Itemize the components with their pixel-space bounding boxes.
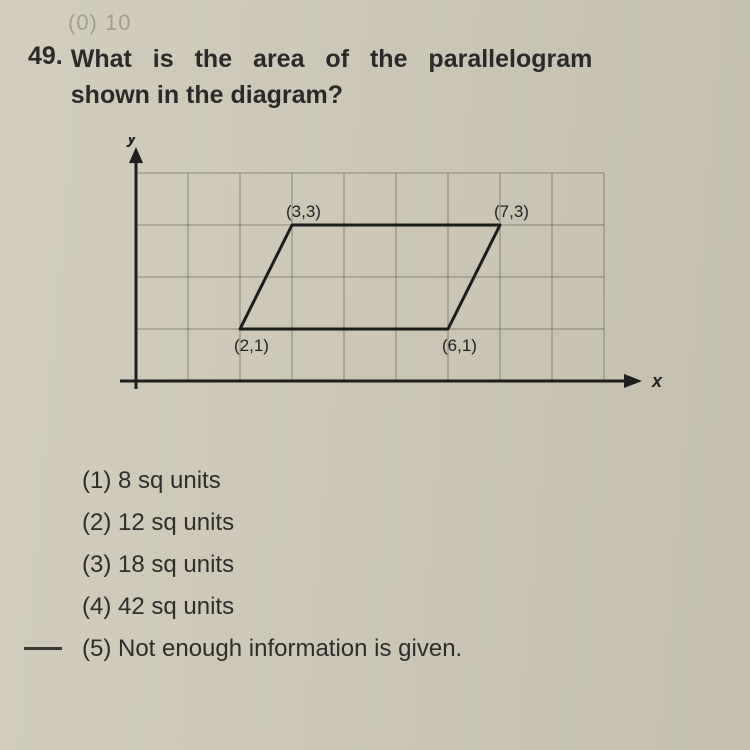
option-5: (5) Not enough information is given. (82, 637, 722, 661)
svg-text:(3,3): (3,3) (286, 202, 321, 221)
option-text: 8 sq units (118, 467, 221, 494)
question-number: 49. (28, 42, 63, 113)
faint-top-text: (0) 10 (68, 10, 722, 36)
option-key: (3) (82, 551, 118, 578)
answer-options: (1) 8 sq units(2) 12 sq units(3) 18 sq u… (82, 469, 722, 661)
option-4: (4) 42 sq units (82, 595, 722, 619)
svg-text:(2,1): (2,1) (234, 336, 269, 355)
option-key: (1) (82, 467, 118, 494)
option-text: 18 sq units (118, 551, 234, 578)
option-key: (5) (82, 635, 118, 662)
svg-text:(6,1): (6,1) (442, 336, 477, 355)
option-text: Not enough information is given. (118, 635, 462, 662)
option-text: 12 sq units (118, 509, 234, 536)
option-3: (3) 18 sq units (82, 553, 722, 577)
parallelogram-diagram: y x (2,1) (3,3) (7,3) (6,1) (96, 137, 664, 429)
option-2: (2) 12 sq units (82, 511, 722, 535)
option-mark-dash (24, 647, 62, 650)
option-1: (1) 8 sq units (82, 469, 722, 493)
svg-text:(7,3): (7,3) (494, 202, 529, 221)
svg-text:x: x (651, 371, 663, 391)
option-key: (2) (82, 509, 118, 536)
question-line-2: shown in the diagram? (71, 78, 593, 114)
question-line-1: What is the area of the parallelogram (71, 42, 593, 78)
page: (0) 10 49. What is the area of the paral… (0, 0, 750, 750)
option-text: 42 sq units (118, 593, 234, 620)
question-text: What is the area of the parallelogram sh… (71, 42, 593, 113)
question-block: 49. What is the area of the parallelogra… (28, 42, 722, 113)
option-key: (4) (82, 593, 118, 620)
svg-text:y: y (126, 137, 138, 147)
diagram-container: y x (2,1) (3,3) (7,3) (6,1) (96, 137, 722, 429)
